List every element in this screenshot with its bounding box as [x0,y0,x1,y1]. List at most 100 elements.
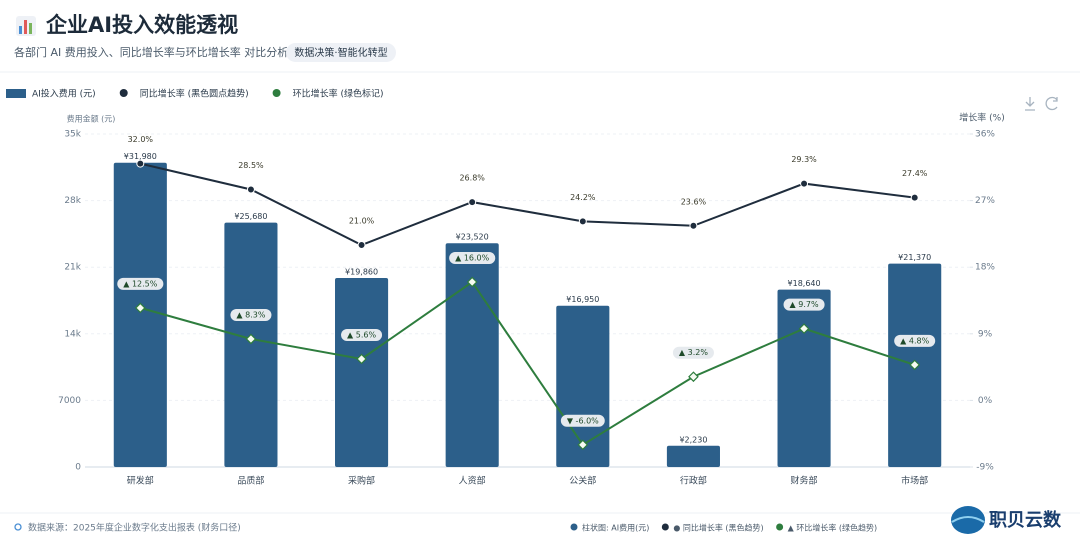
chart-subtitle: 各部门 AI 费用投入、同比增长率与环比增长率 对比分析 [14,45,288,59]
footer-legend-dot [776,523,784,531]
bar-value-label: ¥2,230 [679,435,707,444]
bar-value-label: ¥31,980 [124,152,157,161]
value-label-bg [230,308,272,321]
y2-tick-label: 36% [975,130,995,140]
search-icon [14,523,22,531]
download-icon[interactable] [1025,97,1035,111]
x-tick-label: 公关部 [569,475,596,487]
legend-swatch [272,89,281,97]
value-label: 21.0% [349,217,375,226]
legend-label: AI投入费用 (元) [32,88,96,100]
bar-value-label: ¥18,640 [788,279,821,288]
x-tick-label: 品质部 [237,475,264,487]
value-label: ▲ 5.6% [347,330,376,339]
legend-swatch [6,89,26,98]
x-tick-label: 采购部 [348,475,375,487]
point-marker [689,221,698,230]
value-label: 32.0% [128,135,154,144]
refresh-icon[interactable] [1045,96,1058,111]
value-label: 26.8% [459,174,485,183]
bar-value-label: ¥19,860 [345,268,378,277]
value-label-bg [672,346,714,359]
brand-logo [951,506,985,534]
value-label: ▲ 4.8% [900,336,929,345]
line-series [140,280,915,447]
x-tick-label: 财务部 [791,475,818,487]
value-label: ▲ 9.7% [790,300,819,309]
value-label: 27.4% [902,169,928,178]
value-label-bg [783,298,825,311]
value-label-bg [894,334,936,347]
value-label-bg [117,277,164,290]
y2-tick-label: 18% [975,263,995,273]
line-series [140,162,915,247]
point-marker [357,241,366,249]
point-marker [246,185,255,194]
point-marker [466,276,478,288]
point-marker [136,159,145,168]
legend-label: 同比增长率 (黑色圆点趋势) [140,88,249,100]
point-marker [798,323,810,334]
y2-tick-label: 0% [978,396,993,406]
bar-value-label: ¥16,950 [566,295,599,304]
y-tick-label: 14k [64,329,81,339]
footer-legend-label: ● 同比增长率 (黑色趋势) [673,523,763,533]
bar [666,445,720,467]
title-icon [16,16,36,36]
y-tick-label: 7000 [58,396,81,406]
brand-name: 职贝云数 [989,509,1062,531]
x-tick-label: 市场部 [901,475,928,487]
footer-legend-label: 柱状图: AI费用(元) [582,523,649,533]
value-label: ▲ 3.2% [679,348,708,357]
y2-tick-label: 27% [975,196,995,206]
y2-tick-label: -9% [976,463,994,473]
value-label-bg [560,414,605,427]
bar [335,278,389,467]
bar [445,243,499,467]
chart-title: 企业AI投入效能透视 [45,13,238,37]
legend-swatch [119,89,128,97]
point-marker [800,179,809,188]
x-tick-label: 人资部 [459,475,486,487]
y2-tick-label: 9% [978,329,993,339]
y-tick-label: 35k [64,130,81,140]
point-marker [356,353,367,365]
value-label: ▲ 12.5% [123,279,158,288]
point-marker [910,193,919,202]
bar-value-label: ¥21,370 [898,253,931,262]
point-marker [134,302,146,314]
bar [113,162,167,467]
footer-source: 数据来源：2025年度企业数字化支出报表 (财务口径) [28,522,241,534]
point-marker [578,217,587,226]
value-label: 28.5% [238,161,264,170]
y-tick-label: 28k [64,196,81,206]
bar [224,222,278,467]
x-tick-label: 研发部 [127,475,154,487]
badge: 数据决策·智能化转型 [294,46,387,59]
x-tick-label: 行政部 [680,475,707,487]
bar [777,289,831,467]
value-label: ▼ -6.0% [567,416,599,425]
y2-axis-label: 增长率 (%) [959,112,1004,124]
badge-bg [286,43,396,62]
y-tick-label: 21k [64,263,81,273]
y-tick-label: 0 [75,463,81,473]
footer-legend-label: ▲ 环比增长率 (绿色趋势) [788,523,877,533]
value-label: ▲ 16.0% [455,254,490,263]
bar-value-label: ¥25,680 [234,212,267,221]
footer-legend-dot [661,523,669,531]
value-label: 23.6% [681,197,707,206]
value-label-bg [341,328,383,341]
point-marker [245,333,257,345]
footer-legend-dot [570,523,578,531]
point-marker [577,439,589,451]
y-axis-label: 费用金额 (元) [67,114,116,124]
value-label-bg [449,252,496,264]
point-marker [909,359,921,371]
legend-label: 环比增长率 (绿色标记) [293,88,384,100]
value-label: 29.3% [791,155,817,164]
value-label: 24.2% [570,193,596,202]
bar-value-label: ¥23,520 [456,233,489,242]
